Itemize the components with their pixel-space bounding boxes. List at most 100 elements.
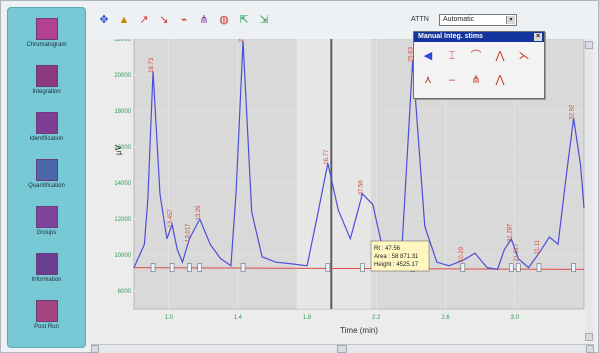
- identification-icon: [35, 112, 58, 134]
- palette-title-bar: Manual Integ. stims ×: [414, 32, 544, 42]
- peak-marker[interactable]: [325, 263, 331, 272]
- drop-line-icon[interactable]: ↘: [159, 14, 169, 26]
- peak-label: 13.457: [168, 209, 174, 228]
- peak-label: 13.29: [196, 205, 202, 221]
- attn-label: ATTN: [411, 16, 429, 23]
- sidebar-item-quantification[interactable]: Quantification: [8, 157, 85, 207]
- peak-mark-icon[interactable]: ⋔: [471, 74, 481, 86]
- peak-marker[interactable]: [150, 263, 156, 272]
- sidebar-item-label: Quantification: [28, 183, 65, 189]
- y-tick-label: 10000: [114, 253, 131, 259]
- y-tick-label: 16000: [114, 145, 131, 151]
- information-icon: [35, 253, 58, 275]
- y-axis-label: µV: [114, 144, 123, 155]
- horizontal-scroll-thumb[interactable]: [337, 345, 347, 353]
- peak-label: 10.29: [459, 246, 465, 262]
- groups-icon: [35, 206, 58, 228]
- x-axis-label: Time (min): [340, 326, 378, 335]
- sidebar-item-label: Integration: [32, 89, 61, 95]
- split-icon[interactable]: ⋏: [423, 74, 433, 86]
- peak-marker[interactable]: [515, 263, 521, 272]
- scroll-left-button[interactable]: [91, 345, 99, 353]
- expand-icon[interactable]: ⇱: [239, 14, 249, 26]
- sidebar-item-label: Information: [31, 277, 62, 283]
- chevron-down-icon[interactable]: ▾: [506, 16, 515, 24]
- peak-marker[interactable]: [571, 263, 576, 272]
- selection-band[interactable]: [296, 39, 372, 309]
- dash-icon[interactable]: –: [448, 74, 456, 86]
- peak-label: 16.77: [324, 149, 330, 165]
- attenuation-value: Automatic: [443, 16, 475, 23]
- contract-icon[interactable]: ⇲: [259, 14, 269, 26]
- sidebar-item-information[interactable]: Information: [8, 251, 85, 301]
- shoulder-icon[interactable]: ◍: [219, 14, 229, 26]
- peak-marker[interactable]: [360, 263, 365, 272]
- peak-label: 21.617: [514, 243, 520, 262]
- palette-title: Manual Integ. stims: [418, 33, 483, 40]
- sidebar-item-label: Post Run: [34, 324, 59, 330]
- post-run-icon: [35, 300, 58, 322]
- peak-marker[interactable]: [509, 263, 514, 272]
- peak-width-icon[interactable]: ⋀: [495, 74, 505, 86]
- scroll-down-button[interactable]: [585, 333, 593, 341]
- navigation-sidebar: Chromatogram Integration Identification Qua…: [7, 7, 86, 348]
- close-icon[interactable]: ×: [534, 33, 542, 41]
- peak-tooltip: [370, 240, 430, 272]
- y-tick-label: 12000: [114, 217, 131, 223]
- sidebar-item-label: Chromatogram: [26, 42, 67, 48]
- tooltip-line: Height : 4525.17: [374, 262, 419, 268]
- skim-icon[interactable]: ⋋: [518, 50, 530, 62]
- y-tick-label: 18000: [114, 109, 131, 115]
- peak-marker[interactable]: [187, 263, 192, 272]
- peak-label: 32.92: [570, 104, 576, 120]
- overlap-icon[interactable]: ⌒: [470, 50, 482, 62]
- peak-marker[interactable]: [460, 263, 466, 272]
- attenuation-select[interactable]: Automatic ▾: [439, 14, 517, 26]
- peak-label: 31.287: [507, 223, 513, 242]
- scroll-right-button[interactable]: [586, 345, 594, 353]
- y-tick-label: 14000: [114, 181, 131, 187]
- x-tick-label: 1.0: [164, 315, 173, 321]
- x-tick-label: 1.8: [303, 315, 312, 321]
- y-tick-label: 20000: [114, 73, 131, 79]
- sidebar-item-groups[interactable]: Groups: [8, 204, 85, 254]
- peak-label: 18.73: [149, 57, 155, 73]
- sidebar-item-identification[interactable]: Identification: [8, 110, 85, 160]
- valley-icon[interactable]: ⌶: [448, 50, 456, 62]
- sidebar-item-integration[interactable]: Integration: [8, 63, 85, 113]
- sidebar-item-post-run[interactable]: Post Run: [8, 298, 85, 348]
- sidebar-item-chromatogram[interactable]: Chromatogram: [8, 16, 85, 66]
- manual-integration-palette: Manual Integ. stims × ◀ ⌶ ⌒ ⋀ ⋋ ⋏ – ⋔ ⋀: [413, 31, 545, 99]
- chromatogram-icon: [35, 18, 58, 40]
- left-arrow-icon[interactable]: ◀: [423, 50, 433, 62]
- peak-icon[interactable]: ▲: [118, 14, 130, 26]
- x-tick-label: 2.6: [441, 315, 450, 321]
- split-peak-icon[interactable]: ⋔: [199, 14, 209, 26]
- y-tick-label: 8000: [118, 289, 132, 295]
- tooltip-line: Rt : 47.56: [374, 246, 401, 252]
- peak-marker[interactable]: [169, 263, 175, 272]
- tangent-icon[interactable]: ⋀: [495, 50, 505, 62]
- peak-label: 47.56: [358, 180, 364, 196]
- scroll-up-button[interactable]: [585, 41, 593, 49]
- peak-label: 13.017: [185, 223, 191, 242]
- y-tick-label: 22000: [114, 39, 131, 43]
- chart-toolbar: ATTN Automatic ▾ ✥ ▲ ↗ ↘ ⌁ ⋔ ◍ ⇱ ⇲: [89, 9, 594, 37]
- chromatogram-trace[interactable]: [133, 40, 585, 271]
- peak-marker[interactable]: [197, 263, 203, 272]
- tooltip-line: Area : 58 871.31: [374, 254, 419, 260]
- horizontal-scrollbar[interactable]: [91, 344, 594, 353]
- peak-marker[interactable]: [240, 263, 246, 272]
- vertical-scrollbar[interactable]: [585, 41, 593, 341]
- peak-marker[interactable]: [536, 263, 542, 272]
- x-tick-label: 1.4: [234, 315, 243, 321]
- sidebar-item-label: Identification: [29, 136, 64, 142]
- move-icon[interactable]: ✥: [99, 14, 109, 26]
- peak-label: 25.63: [409, 46, 415, 62]
- quantification-icon: [35, 159, 58, 181]
- baseline-icon[interactable]: ⌁: [180, 14, 188, 26]
- peak-label: 21.55: [239, 39, 245, 42]
- x-tick-label: 2.2: [372, 315, 381, 321]
- arrow-tool-icon[interactable]: ↗: [139, 14, 149, 26]
